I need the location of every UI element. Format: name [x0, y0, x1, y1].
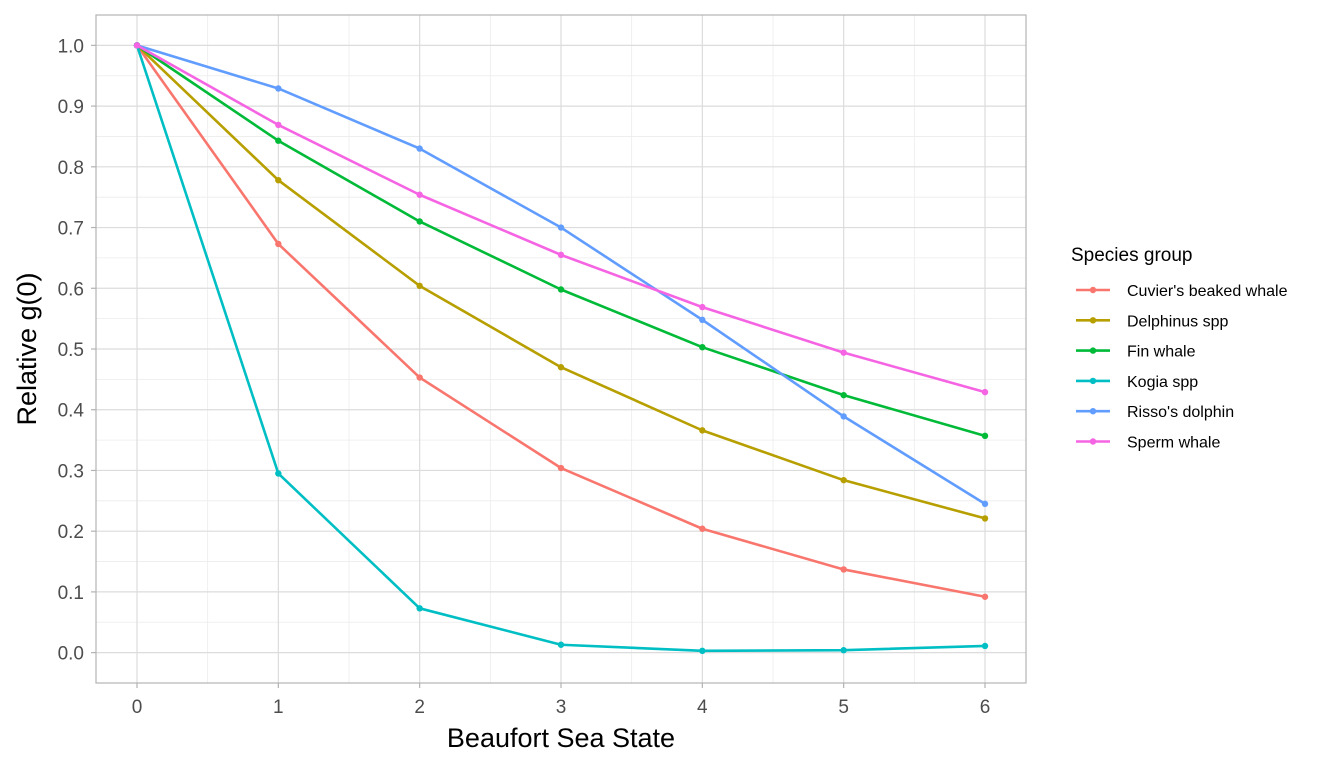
legend-item: Cuvier's beaked whale: [1076, 283, 1288, 300]
data-point: [840, 413, 847, 420]
legend-label: Fin whale: [1127, 344, 1196, 361]
data-point: [557, 464, 565, 472]
x-tick-label: 6: [980, 697, 991, 718]
data-point: [840, 476, 847, 484]
legend-title: Species group: [1071, 245, 1192, 266]
legend-key-point: [1089, 408, 1097, 415]
y-tick-label: 0.6: [58, 279, 84, 300]
data-point: [557, 224, 565, 231]
data-point: [981, 432, 989, 440]
y-tick-label: 0.8: [58, 158, 84, 179]
x-axis: 0 1 2 3 4 5 6: [132, 683, 991, 718]
y-tick-label: 0.4: [58, 401, 85, 422]
series-fin-whale: [133, 42, 989, 440]
legend-key-point: [1089, 286, 1097, 294]
legend-label: Delphinus spp: [1127, 313, 1229, 330]
data-point: [416, 282, 423, 290]
data-point: [699, 427, 706, 434]
x-tick-label: 1: [273, 697, 284, 718]
y-tick-label: 0.5: [58, 340, 84, 361]
legend-item: Fin whale: [1076, 344, 1196, 361]
data-point: [699, 343, 706, 351]
x-tick-label: 0: [132, 697, 143, 718]
series-layer: [133, 42, 989, 655]
data-point: [981, 500, 989, 508]
legend-label: Sperm whale: [1127, 435, 1220, 452]
data-point: [557, 364, 565, 371]
data-point: [416, 191, 423, 198]
data-point: [840, 349, 847, 356]
data-point: [275, 470, 282, 477]
data-point: [275, 176, 282, 184]
data-point: [981, 515, 989, 522]
data-point: [699, 647, 706, 655]
legend: Species group Cuvier's beaked whale Delph…: [1071, 245, 1288, 452]
legend-item: Sperm whale: [1076, 435, 1220, 452]
data-point: [557, 251, 565, 259]
legend-item: Kogia spp: [1076, 374, 1198, 391]
data-point: [275, 121, 282, 129]
legend-items: Cuvier's beaked whale Delphinus spp Fin wh…: [1076, 283, 1288, 452]
data-point: [133, 42, 141, 49]
data-point: [416, 605, 423, 612]
legend-label: Cuvier's beaked whale: [1127, 283, 1288, 300]
y-axis: 0.0 0.1 0.2 0.3 0.4 0.5 0.6 0.7 0.8 0.9 1.0: [58, 36, 96, 665]
data-point: [275, 85, 282, 92]
y-tick-label: 0.9: [58, 97, 84, 118]
data-point: [416, 218, 423, 225]
y-tick-label: 1.0: [58, 36, 84, 57]
y-tick-label: 0.1: [58, 583, 84, 604]
data-point: [981, 642, 989, 650]
y-tick-label: 0.0: [58, 644, 84, 665]
legend-label: Kogia spp: [1127, 374, 1198, 391]
data-point: [981, 593, 989, 600]
legend-label: Risso's dolphin: [1127, 404, 1234, 421]
legend-key-point: [1089, 377, 1097, 385]
x-tick-label: 2: [414, 697, 425, 718]
data-point: [557, 641, 565, 648]
data-point: [840, 391, 847, 399]
y-axis-title: Relative g(0): [12, 272, 42, 425]
data-point: [416, 374, 423, 381]
x-axis-title: Beaufort Sea State: [447, 723, 675, 753]
y-tick-label: 0.2: [58, 522, 84, 543]
legend-key-point: [1089, 347, 1097, 354]
data-point: [416, 145, 423, 152]
data-point: [699, 525, 706, 532]
data-point: [840, 647, 847, 654]
data-point: [699, 303, 706, 311]
legend-item: Risso's dolphin: [1076, 404, 1234, 421]
x-tick-label: 3: [556, 697, 567, 718]
x-tick-label: 4: [697, 697, 708, 718]
y-tick-label: 0.7: [58, 219, 84, 240]
grid: [96, 15, 1026, 683]
legend-item: Delphinus spp: [1076, 313, 1229, 330]
x-tick-label: 5: [838, 697, 849, 718]
series-sperm-whale: [133, 42, 989, 396]
data-point: [275, 137, 282, 144]
data-point: [557, 286, 565, 293]
data-point: [275, 240, 282, 248]
legend-key-point: [1089, 438, 1097, 445]
data-point: [840, 566, 847, 573]
data-point: [981, 388, 989, 396]
y-tick-label: 0.3: [58, 461, 84, 482]
legend-key-point: [1089, 317, 1097, 324]
data-point: [699, 316, 706, 324]
